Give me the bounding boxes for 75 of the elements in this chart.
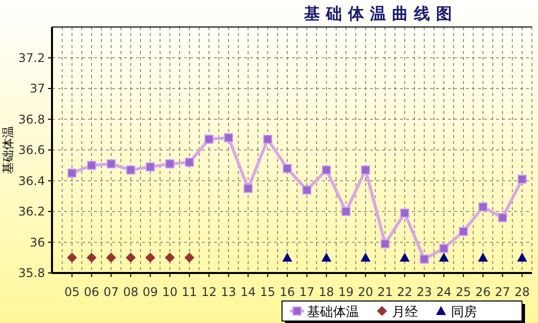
point bbox=[86, 252, 97, 263]
y-tick-label: 36.6 bbox=[18, 143, 45, 157]
point bbox=[184, 158, 194, 167]
point bbox=[165, 159, 174, 168]
x-tick-label: 25 bbox=[456, 285, 472, 299]
x-tick-label: 28 bbox=[514, 285, 530, 299]
point bbox=[106, 159, 116, 168]
x-tick-label: 14 bbox=[240, 285, 256, 299]
legend-label: 同房 bbox=[451, 304, 477, 320]
point bbox=[67, 252, 77, 263]
point bbox=[204, 134, 214, 144]
x-tick-label: 18 bbox=[318, 285, 334, 299]
x-tick-label: 13 bbox=[220, 285, 236, 299]
x-tick-label: 23 bbox=[416, 285, 432, 299]
y-tick-label: 36.8 bbox=[18, 112, 45, 126]
point bbox=[439, 244, 448, 253]
legend-label: 月经 bbox=[392, 305, 418, 320]
x-tick-label: 27 bbox=[494, 285, 510, 299]
point bbox=[282, 164, 292, 173]
point bbox=[438, 252, 449, 262]
x-tick-label: 06 bbox=[84, 285, 100, 299]
point bbox=[361, 165, 370, 174]
point bbox=[145, 252, 156, 263]
x-tick-label: 17 bbox=[299, 285, 314, 299]
point bbox=[322, 165, 331, 174]
point bbox=[321, 252, 332, 262]
point bbox=[87, 160, 96, 170]
point bbox=[478, 252, 488, 262]
x-tick-label: 09 bbox=[142, 285, 158, 299]
point bbox=[302, 185, 312, 194]
point bbox=[126, 165, 136, 174]
x-tick-label: 12 bbox=[201, 285, 217, 299]
legend-label: 基础体温 bbox=[307, 305, 359, 320]
point bbox=[400, 208, 410, 218]
point bbox=[478, 202, 488, 212]
point bbox=[360, 252, 371, 262]
x-tick-label: 26 bbox=[475, 285, 491, 299]
x-tick-label: 16 bbox=[280, 285, 295, 299]
point bbox=[164, 252, 175, 263]
x-tick-label: 24 bbox=[436, 285, 452, 299]
point bbox=[380, 239, 390, 248]
point bbox=[282, 252, 292, 262]
x-tick-label: 11 bbox=[182, 285, 198, 299]
point bbox=[420, 254, 429, 264]
point bbox=[263, 134, 272, 144]
point bbox=[518, 174, 527, 184]
chart-title: 基础体温曲线图 bbox=[303, 4, 458, 23]
y-axis-title: 基础体温 bbox=[1, 126, 15, 174]
x-tick-label: 07 bbox=[104, 285, 119, 299]
point bbox=[244, 184, 253, 193]
x-tick-label: 05 bbox=[64, 285, 80, 299]
x-tick-label: 08 bbox=[123, 285, 138, 299]
y-tick-label: 36 bbox=[30, 235, 45, 250]
y-tick-label: 36.4 bbox=[18, 174, 45, 188]
y-tick-label: 37 bbox=[30, 82, 45, 96]
x-tick-label: 19 bbox=[338, 285, 354, 299]
point bbox=[517, 252, 528, 262]
x-tick-label: 22 bbox=[397, 285, 412, 299]
point bbox=[68, 168, 76, 178]
point bbox=[184, 252, 194, 263]
x-tick-label: 20 bbox=[358, 285, 374, 299]
point bbox=[224, 133, 234, 142]
point bbox=[126, 252, 136, 263]
point bbox=[106, 252, 116, 263]
x-tick-label: 10 bbox=[162, 285, 178, 299]
point bbox=[498, 213, 508, 222]
y-tick-label: 35.8 bbox=[18, 266, 45, 280]
y-tick-label: 36.2 bbox=[18, 204, 45, 218]
point bbox=[458, 226, 468, 236]
x-tick-label: 21 bbox=[377, 285, 393, 299]
point bbox=[146, 162, 155, 172]
point bbox=[341, 207, 350, 216]
point bbox=[400, 252, 410, 262]
x-tick-label: 15 bbox=[260, 285, 276, 299]
y-tick-label: 37.2 bbox=[18, 50, 45, 65]
